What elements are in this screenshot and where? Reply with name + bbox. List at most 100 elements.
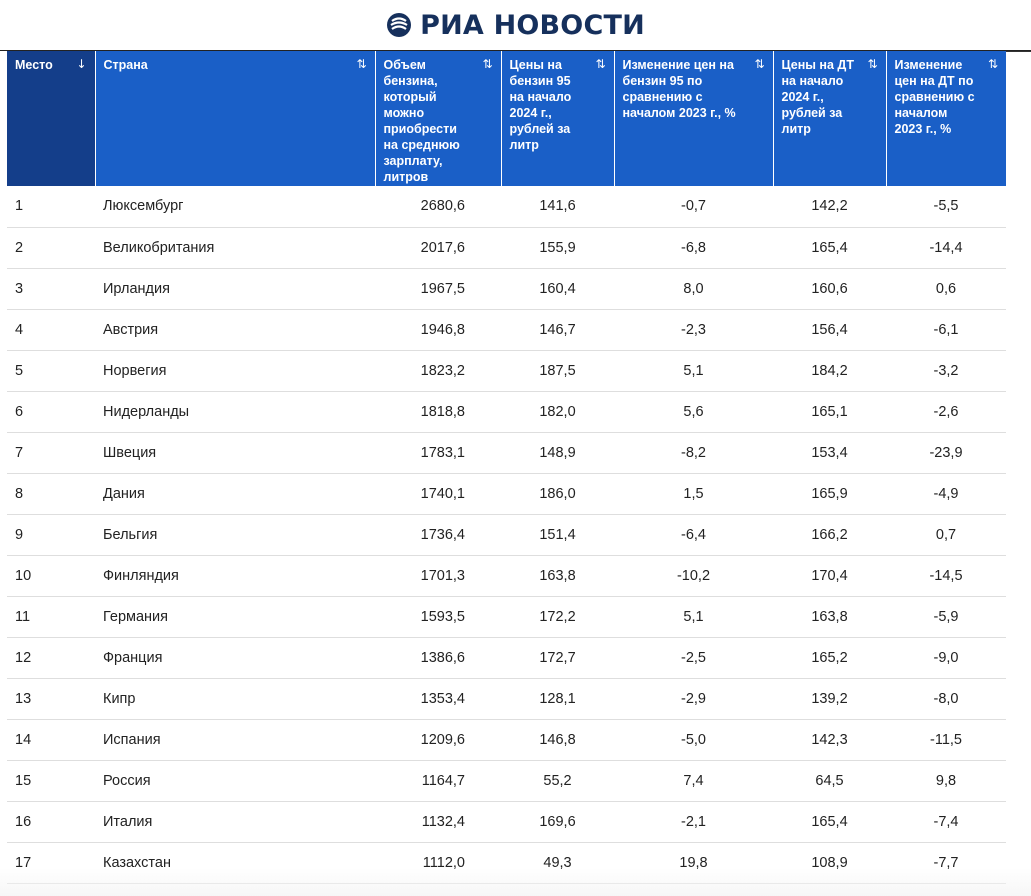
table-row: 12 Франция 1386,6 172,7 -2,5 165,2 -9,0 (7, 637, 1006, 679)
cell-volume: 1132,4 (375, 801, 501, 843)
cell-volume: 2680,6 (375, 186, 501, 228)
ria-logo-icon (387, 13, 412, 37)
cell-rank: 14 (7, 719, 95, 761)
cell-volume: 1818,8 (375, 391, 501, 433)
cell-diesel-price: 165,1 (773, 391, 886, 433)
cell-petrol-change: -2,3 (614, 309, 773, 351)
column-header-label: Цены на ДТ на начало 2024 г., рублей за … (781, 58, 854, 136)
cell-diesel-price: 184,2 (773, 350, 886, 392)
cell-rank: 16 (7, 801, 95, 843)
column-header-petrol-change[interactable]: Изменение цен на бензин 95 по сравнению … (614, 51, 774, 186)
sort-both-icon[interactable]: ⇅ (754, 57, 765, 71)
sort-both-icon[interactable]: ⇅ (482, 57, 493, 71)
cell-country: Франция (95, 637, 375, 679)
cell-diesel-change: -14,4 (886, 227, 1006, 269)
cell-petrol-change: 5,1 (614, 350, 773, 392)
cell-rank: 10 (7, 555, 95, 597)
header-divider-right (1006, 51, 1031, 52)
column-header-diesel-price[interactable]: Цены на ДТ на начало 2024 г., рублей за … (773, 51, 887, 186)
cell-rank: 8 (7, 473, 95, 515)
cell-petrol-price: 163,8 (501, 555, 614, 597)
header-divider (0, 50, 1031, 51)
cell-volume: 1967,5 (375, 268, 501, 310)
ria-logo[interactable]: РИА НОВОСТИ (386, 10, 645, 41)
cell-petrol-change: -6,8 (614, 227, 773, 269)
cell-petrol-change: -2,1 (614, 801, 773, 843)
cell-diesel-price: 153,4 (773, 432, 886, 474)
sort-both-icon[interactable]: ⇅ (595, 57, 606, 71)
cell-diesel-change: -2,6 (886, 391, 1006, 433)
cell-petrol-price: 169,6 (501, 801, 614, 843)
cell-petrol-change: -8,2 (614, 432, 773, 474)
cell-diesel-change: -9,0 (886, 637, 1006, 679)
cell-diesel-change: -7,7 (886, 842, 1006, 884)
cell-petrol-change: 7,4 (614, 760, 773, 802)
cell-diesel-price: 163,8 (773, 596, 886, 638)
site-header: РИА НОВОСТИ (0, 0, 1031, 50)
cell-diesel-price: 108,9 (773, 842, 886, 884)
cell-country: Австрия (95, 309, 375, 351)
cell-diesel-price: 142,2 (773, 186, 886, 228)
cell-petrol-price: 186,0 (501, 473, 614, 515)
cell-diesel-price: 165,2 (773, 637, 886, 679)
cell-volume: 1823,2 (375, 350, 501, 392)
table-row: 17 Казахстан 1112,0 49,3 19,8 108,9 -7,7 (7, 842, 1006, 884)
cell-rank: 7 (7, 432, 95, 474)
table-body: 1 Люксембург 2680,6 141,6 -0,7 142,2 -5,5 2 Вели… (7, 186, 1006, 884)
cell-rank: 2 (7, 227, 95, 269)
sort-desc-icon[interactable]: ↓ (76, 57, 87, 71)
cell-volume: 1740,1 (375, 473, 501, 515)
cell-petrol-change: -6,4 (614, 514, 773, 556)
cell-petrol-price: 151,4 (501, 514, 614, 556)
cell-volume: 1593,5 (375, 596, 501, 638)
cell-country: Италия (95, 801, 375, 843)
cell-petrol-change: 8,0 (614, 268, 773, 310)
cell-petrol-price: 55,2 (501, 760, 614, 802)
cell-petrol-price: 182,0 (501, 391, 614, 433)
sort-both-icon[interactable]: ⇅ (987, 57, 998, 71)
cell-petrol-change: 5,6 (614, 391, 773, 433)
cell-petrol-price: 155,9 (501, 227, 614, 269)
cell-petrol-change: 1,5 (614, 473, 773, 515)
table-row: 14 Испания 1209,6 146,8 -5,0 142,3 -11,5 (7, 719, 1006, 761)
column-header-label: Место (15, 58, 53, 72)
cell-diesel-change: -7,4 (886, 801, 1006, 843)
cell-diesel-price: 64,5 (773, 760, 886, 802)
cell-diesel-change: -11,5 (886, 719, 1006, 761)
cell-diesel-price: 165,4 (773, 801, 886, 843)
column-header-volume[interactable]: Объем бензина, который можно приобрести … (375, 51, 502, 186)
cell-country: Норвегия (95, 350, 375, 392)
column-header-label: Страна (103, 58, 148, 72)
table-row: 10 Финляндия 1701,3 163,8 -10,2 170,4 -14,5 (7, 555, 1006, 597)
cell-volume: 1164,7 (375, 760, 501, 802)
cell-country: Швеция (95, 432, 375, 474)
sort-both-icon[interactable]: ⇅ (356, 57, 367, 71)
sort-both-icon[interactable]: ⇅ (867, 57, 878, 71)
cell-country: Нидерланды (95, 391, 375, 433)
cell-petrol-price: 146,8 (501, 719, 614, 761)
cell-volume: 1353,4 (375, 678, 501, 720)
cell-diesel-change: 0,7 (886, 514, 1006, 556)
cell-petrol-price: 160,4 (501, 268, 614, 310)
cell-rank: 13 (7, 678, 95, 720)
cell-volume: 1386,6 (375, 637, 501, 679)
cell-petrol-price: 49,3 (501, 842, 614, 884)
cell-country: Германия (95, 596, 375, 638)
column-header-country[interactable]: Страна ⇅ (95, 51, 376, 186)
cell-petrol-price: 146,7 (501, 309, 614, 351)
table-row: 7 Швеция 1783,1 148,9 -8,2 153,4 -23,9 (7, 432, 1006, 474)
column-header-diesel-change[interactable]: Изменение цен на ДТ по сравнению с начал… (886, 51, 1006, 186)
column-header-label: Изменение цен на бензин 95 по сравнению … (622, 58, 736, 120)
cell-diesel-price: 160,6 (773, 268, 886, 310)
cell-diesel-price: 170,4 (773, 555, 886, 597)
cell-country: Финляндия (95, 555, 375, 597)
cell-rank: 9 (7, 514, 95, 556)
column-header-petrol-price[interactable]: Цены на бензин 95 на начало 2024 г., руб… (501, 51, 615, 186)
column-header-rank[interactable]: Место ↓ (7, 51, 96, 186)
cell-rank: 17 (7, 842, 95, 884)
table-row: 16 Италия 1132,4 169,6 -2,1 165,4 -7,4 (7, 801, 1006, 843)
cell-diesel-change: -8,0 (886, 678, 1006, 720)
cell-volume: 1112,0 (375, 842, 501, 884)
cell-petrol-price: 187,5 (501, 350, 614, 392)
fuel-table: Место ↓ Страна ⇅ Объем бензина, который можн… (7, 51, 1006, 884)
